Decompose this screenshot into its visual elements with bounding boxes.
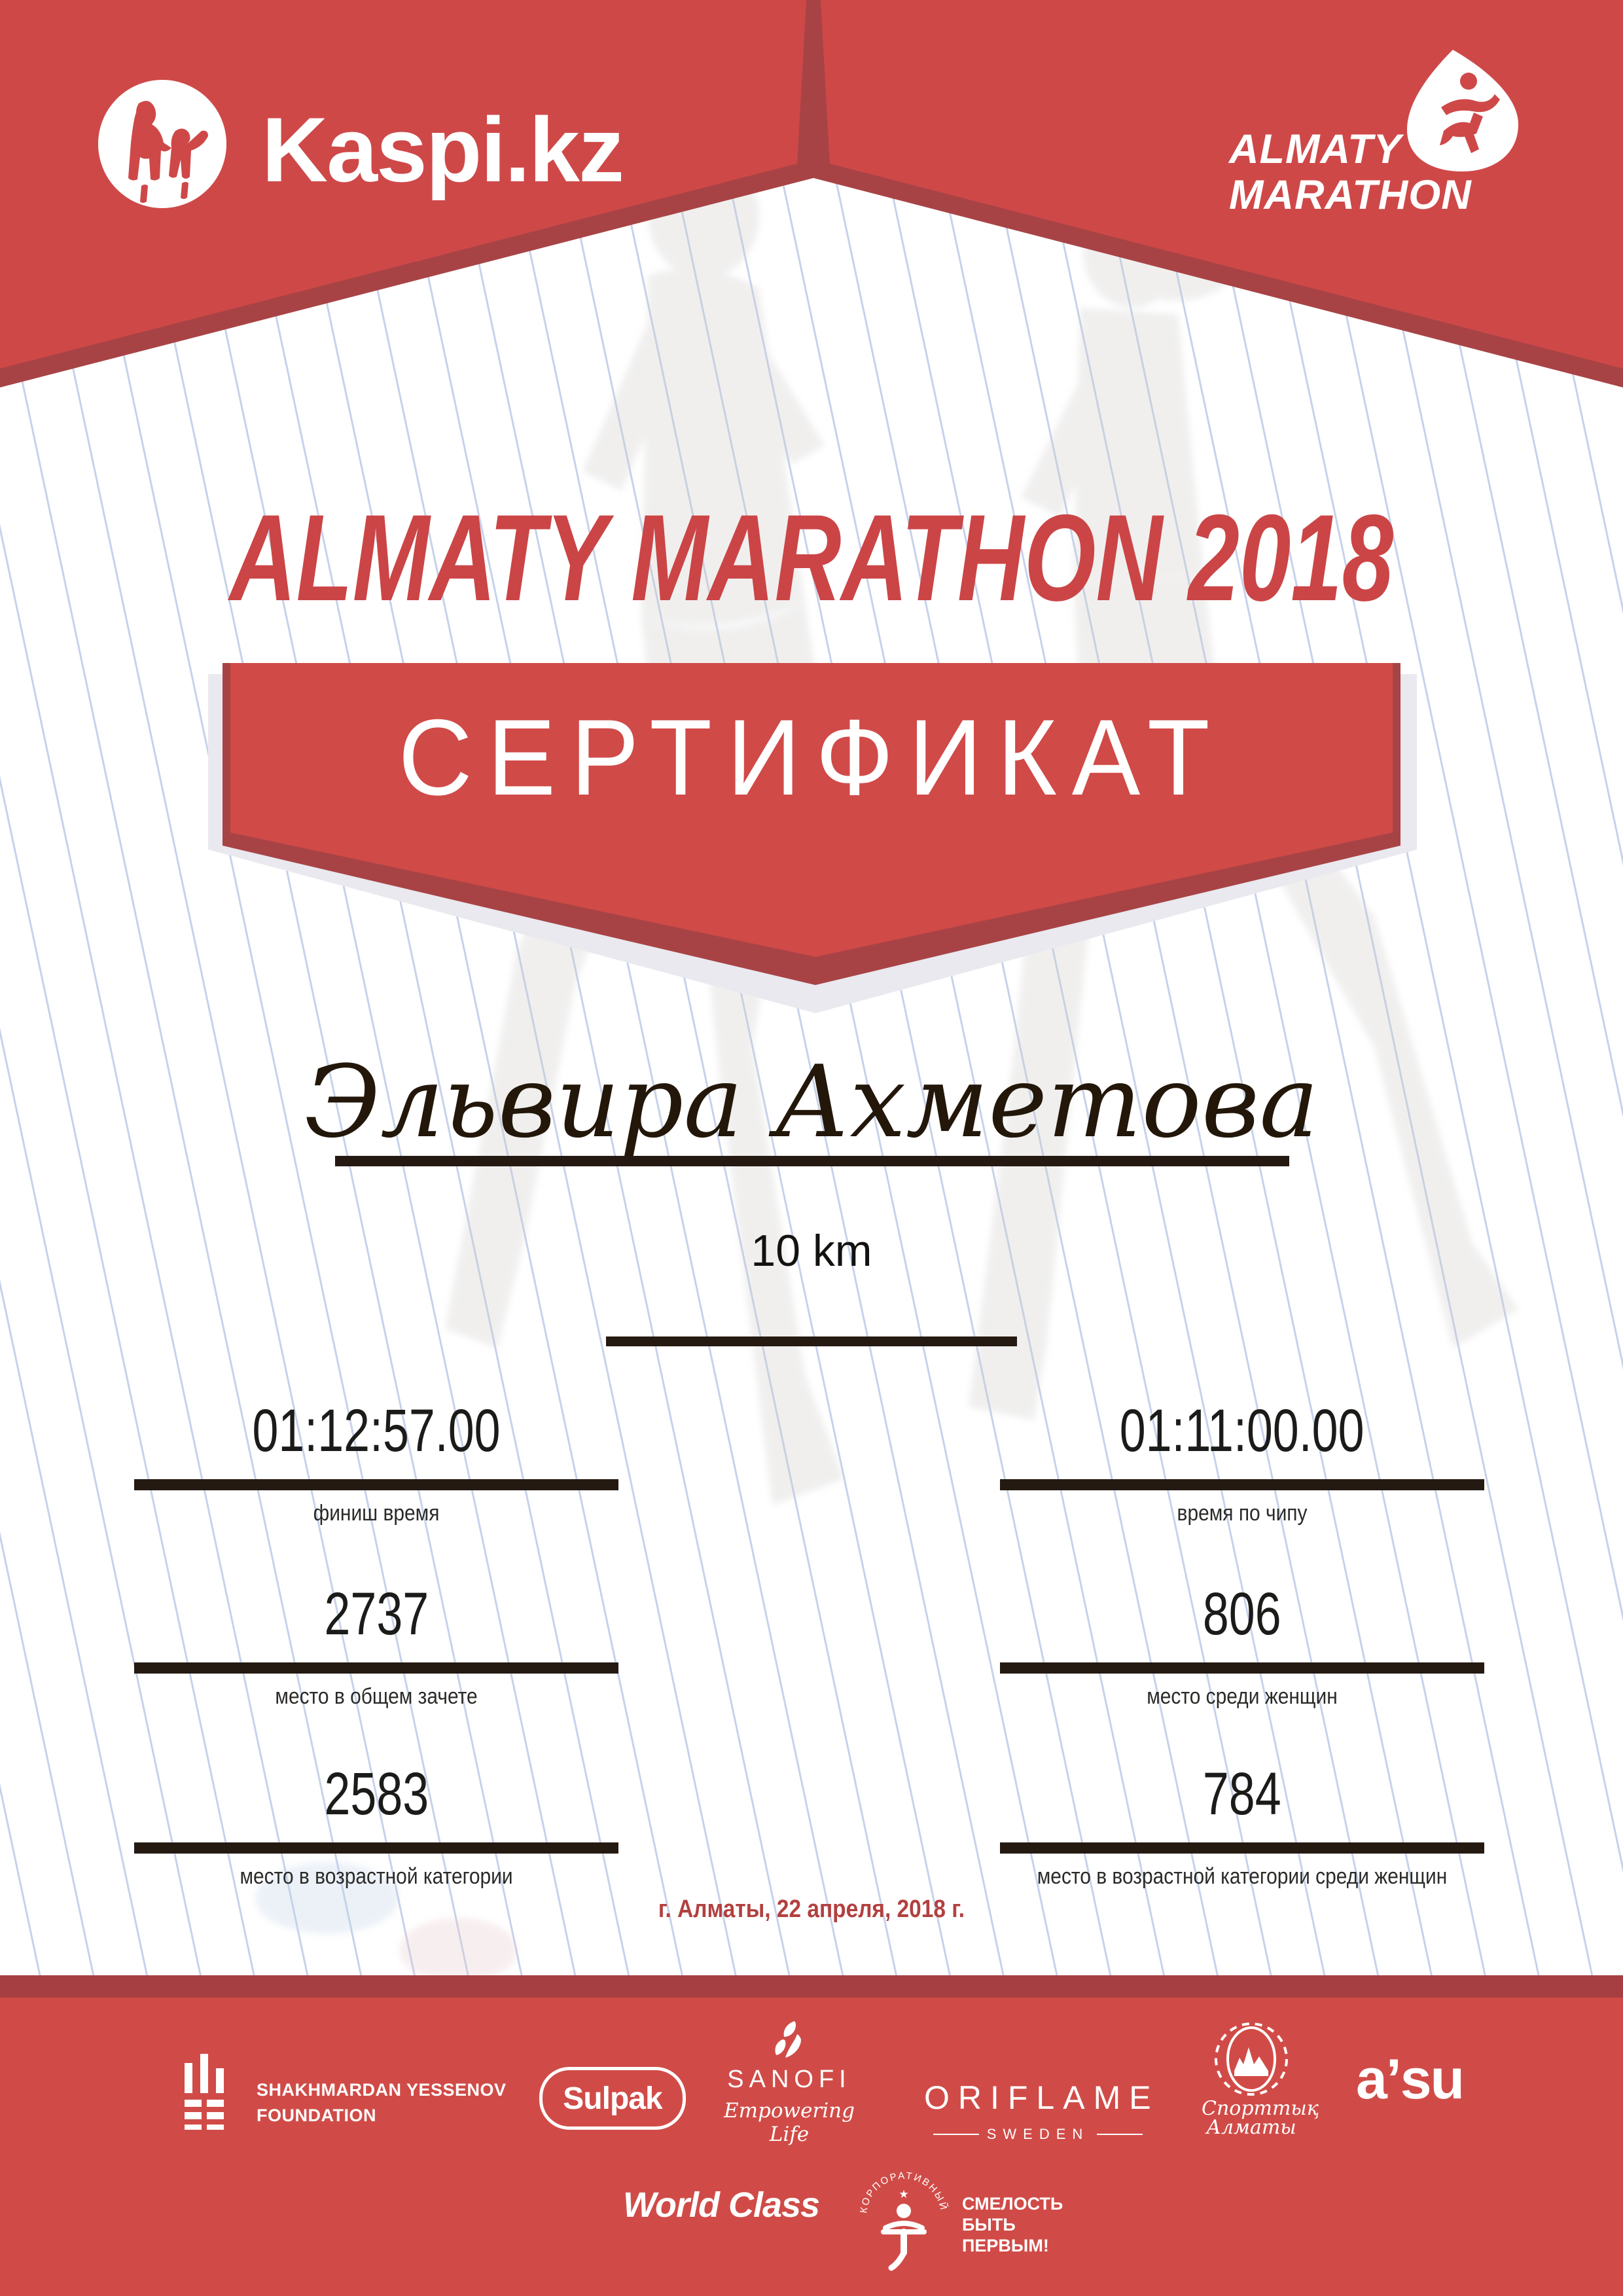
stat-age-place: 2583 место в возрастной категории: [134, 1764, 618, 1890]
fund-slogan: СМЕЛОСТЬ БЫТЬ ПЕРВЫМ!: [962, 2194, 1063, 2257]
fund-slogan-line1: СМЕЛОСТЬ: [962, 2194, 1063, 2214]
oriflame-logo: ORIFLAME SWEDEN: [924, 2079, 1152, 2143]
name-underline-bar: [335, 1156, 1289, 1166]
sanofi-logo: SANOFI Empowering Life: [713, 2020, 865, 2146]
stat-label: финиш время: [313, 1501, 440, 1526]
oriflame-sublabel: SWEDEN: [986, 2126, 1090, 2142]
asu-logo: aʼsu: [1356, 2047, 1465, 2112]
stat-label: место в общем зачете: [275, 1684, 478, 1709]
stat-value: 2583: [324, 1761, 429, 1827]
event-date-line: г. Алматы, 22 апреля, 2018 г.: [658, 1895, 965, 1923]
marathon-runner-icon: [1402, 47, 1523, 173]
almaty-marathon-logo-line1: ALMATY: [1229, 126, 1402, 172]
kaspi-logo-icon: [98, 80, 226, 208]
yessenov-line1: SHAKHMARDAN YESSENOV: [257, 2080, 507, 2100]
stat-label: время по чипу: [1177, 1501, 1308, 1526]
yessenov-foundation-icon: [185, 2049, 228, 2130]
sport-almaty-line1: Спорттық: [1202, 2097, 1319, 2120]
stat-finish-time: 01:12:57.00 финиш время: [134, 1401, 618, 1526]
yessenov-line2: FOUNDATION: [257, 2106, 376, 2125]
stat-underline-bar: [1000, 1662, 1484, 1674]
oriflame-label: ORIFLAME: [924, 2079, 1160, 2116]
footer-accent-stripe: [0, 1975, 1623, 1998]
stat-label: место в возрастной категории среди женщи…: [1037, 1864, 1448, 1889]
yessenov-foundation-label: SHAKHMARDAN YESSENOV FOUNDATION: [257, 2081, 507, 2132]
stat-underline-bar: [1000, 1479, 1484, 1490]
footer-background: [0, 1998, 1623, 2296]
world-class-label: World Class: [623, 2185, 820, 2225]
corporate-fund-emblem: КОРПОРАТИВНЫЙ ФОНД ★: [855, 2151, 953, 2272]
stat-age-women-place: 784 место в возрастной категории среди ж…: [1000, 1764, 1484, 1890]
sulpak-label: Sulpak: [563, 2081, 662, 2116]
fund-slogan-line2: БЫТЬ: [962, 2214, 1016, 2234]
stat-label: место среди женщин: [1147, 1684, 1338, 1709]
stat-underline-bar: [134, 1479, 618, 1490]
fund-slogan-line3: ПЕРВЫМ!: [962, 2235, 1049, 2255]
stat-underline-bar: [1000, 1842, 1484, 1854]
sanofi-tagline: Empowering Life: [724, 2099, 855, 2146]
stat-value: 01:11:00.00: [1120, 1397, 1364, 1464]
almaty-marathon-logo-line2: MARATHON: [1229, 172, 1472, 218]
stat-chip-time: 01:11:00.00 время по чипу: [1000, 1401, 1484, 1526]
oriflame-rule-left: [933, 2134, 979, 2135]
sport-almaty-logo: Спорттық Алматы: [1202, 2020, 1319, 2139]
sanofi-label: SANOFI: [727, 2066, 851, 2093]
stat-value: 01:12:57.00: [252, 1397, 501, 1464]
stat-overall-place: 2737 место в общем зачете: [134, 1584, 618, 1710]
stat-value: 806: [1203, 1581, 1281, 1647]
distance-value: 10 km: [751, 1226, 872, 1276]
sanofi-bird-icon: [775, 2021, 801, 2058]
stat-value: 784: [1203, 1761, 1281, 1827]
stat-underline-bar: [134, 1842, 618, 1854]
asu-label: aʼsu: [1356, 2048, 1465, 2111]
certificate-label: СЕРТИФИКАТ: [398, 697, 1225, 817]
page-title: ALMATY MARATHON 2018: [229, 489, 1394, 626]
stat-value: 2737: [324, 1581, 429, 1647]
oriflame-rule-right: [1097, 2134, 1143, 2135]
distance-underline-bar: [606, 1336, 1017, 1346]
stat-underline-bar: [134, 1662, 618, 1674]
fund-star-icon: ★: [899, 2188, 908, 2200]
sport-almaty-line2: Алматы: [1206, 2115, 1296, 2139]
participant-name: Эльвира Ахметова: [304, 1044, 1319, 1160]
world-class-logo: World Class: [623, 2185, 820, 2225]
sulpak-logo: Sulpak: [539, 2067, 686, 2130]
sport-almaty-crest-icon: [1215, 2022, 1288, 2096]
stat-label: место в возрастной категории: [240, 1864, 513, 1889]
stat-women-place: 806 место среди женщин: [1000, 1584, 1484, 1710]
kaspi-logo-text: Kaspi.kz: [262, 98, 624, 201]
